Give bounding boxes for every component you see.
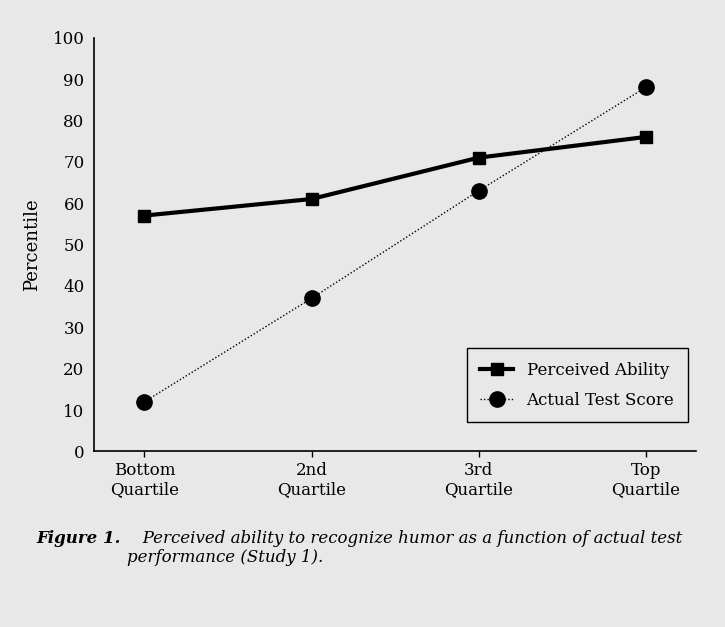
Perceived Ability	[642, 133, 650, 140]
Text: Figure 1.: Figure 1.	[36, 530, 120, 547]
Perceived Ability	[474, 154, 483, 161]
Actual Test Score	[140, 398, 149, 406]
Text: Perceived ability to recognize humor as a function of actual test
performance (S: Perceived ability to recognize humor as …	[127, 530, 682, 566]
Line: Perceived Ability: Perceived Ability	[138, 130, 652, 222]
Line: Actual Test Score: Actual Test Score	[137, 80, 653, 409]
Actual Test Score	[642, 83, 650, 91]
Perceived Ability	[140, 212, 149, 219]
Perceived Ability	[307, 195, 316, 203]
Y-axis label: Percentile: Percentile	[23, 198, 41, 291]
Actual Test Score	[474, 187, 483, 194]
Actual Test Score	[307, 295, 316, 302]
Legend: Perceived Ability, Actual Test Score: Perceived Ability, Actual Test Score	[467, 349, 688, 423]
